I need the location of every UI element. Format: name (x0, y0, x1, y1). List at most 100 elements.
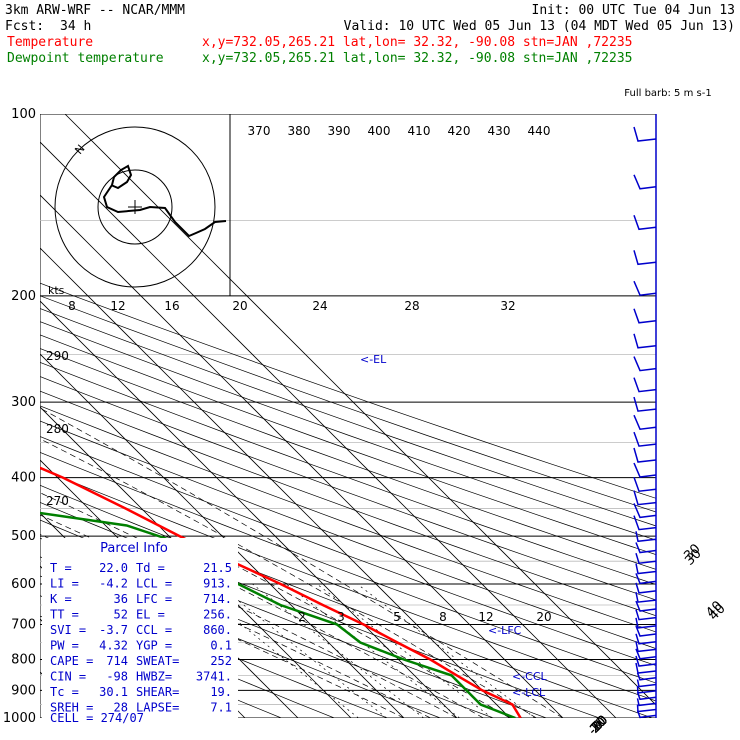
parcel-info-k1-7: CIN = (50, 670, 86, 684)
wind-barb (633, 414, 657, 431)
pressure-tick-label: 1000 (3, 711, 36, 726)
theta-label: 430 (488, 124, 511, 138)
hodo-ring-outer (54, 126, 216, 288)
dry-adiabat (40, 575, 388, 718)
theta-label: 390 (328, 124, 351, 138)
wind-barb (633, 356, 657, 372)
parcel-info-k2-1: LCL = (136, 577, 172, 591)
wind-barb (635, 609, 657, 621)
dry-adiabat (40, 376, 656, 601)
wind-barb (635, 633, 657, 645)
dry-adiabat (40, 308, 656, 527)
parcel-info-k1-8: Tc = (50, 685, 79, 699)
pressure-tick-label: 500 (11, 529, 36, 544)
hodo-speed-label: 12 (110, 299, 125, 313)
moist-adiabat (40, 534, 431, 718)
parcel-info-k1-5: PW = (50, 639, 79, 653)
wind-barb (633, 515, 657, 531)
dry-adiabat (40, 436, 656, 666)
parcel-info-title: Parcel Info (100, 541, 168, 556)
parcel-info-k1-0: T = (50, 561, 72, 575)
field-temperature-name: Temperature (7, 35, 93, 50)
parcel-info-k1-9: SREH = (50, 701, 93, 715)
hodo-center-mark (128, 200, 142, 214)
parcel-info-v2-4: 860. (203, 623, 232, 637)
mixing-ratio-line (356, 583, 536, 718)
parcel-info-v2-8: 19. (210, 685, 232, 699)
wind-barb (635, 552, 657, 565)
parcel-info-k2-8: SHEAR= (136, 685, 179, 699)
field-dewpoint-name: Dewpoint temperature (7, 51, 164, 66)
wind-barb (635, 591, 657, 603)
hodo-direction-label: 280 (46, 422, 69, 436)
barb-legend-text: Full barb: 5 m s-1 (624, 88, 711, 99)
hodo-speed-label: 28 (404, 299, 419, 313)
parcel-info-v2-0: 21.5 (203, 561, 232, 575)
isotherm-line (40, 406, 352, 718)
mixing-ratio-label: 2 (298, 610, 306, 624)
wind-barb (633, 396, 657, 412)
parcel-info-v2-7: 3741. (196, 670, 232, 684)
parcel-info-k1-1: LI = (50, 577, 79, 591)
fcst-value: 34 h (60, 19, 91, 34)
mixing-ratio-line (286, 583, 460, 718)
wind-barb (633, 333, 657, 349)
wind-barb (635, 542, 657, 554)
theta-label: 420 (448, 124, 471, 138)
parcel-info-box: Parcel Info T = 22.0 Td = 21.5 LI = -4.2 LCL =… (42, 538, 238, 725)
mixing-ratio-label: 5 (393, 610, 401, 624)
parcel-info-v1-7: -98 (106, 670, 128, 684)
parcel-info-v1-5: 4.32 (99, 639, 128, 653)
wind-barb (633, 447, 657, 463)
wind-barb (636, 692, 657, 701)
parcel-info-v1-3: 52 (114, 608, 128, 622)
parcel-info-k2-9: LAPSE= (136, 701, 179, 715)
wind-barb (635, 531, 657, 543)
pressure-tick-label: 800 (11, 652, 36, 667)
dry-adiabat (40, 282, 656, 499)
hodo-direction-label: 290 (46, 349, 69, 363)
dry-adiabat (40, 420, 656, 649)
pressure-tick-label: 300 (11, 395, 36, 410)
parcel-info-v1-4: -3.7 (99, 623, 128, 637)
barb-legend: Full barb: 5 m s-1 (624, 88, 711, 99)
moist-adiabat (40, 466, 511, 718)
parcel-info-cell: CELL = 274/07 (50, 711, 144, 725)
theta-label: 380 (288, 124, 311, 138)
hodo-speed-label: 8 (68, 299, 76, 313)
isotherm-line (40, 141, 617, 718)
hodo-trace (102, 164, 227, 238)
dry-adiabat (40, 348, 656, 570)
pressure-tick-label: 900 (11, 683, 36, 698)
wind-barb (635, 648, 657, 660)
dry-adiabat (40, 321, 656, 541)
parcel-marker: <-LCL (512, 686, 546, 699)
parcel-info-v2-9: 7.1 (210, 701, 232, 715)
hodo-speed-label: 24 (312, 299, 327, 313)
wind-barb (633, 490, 657, 506)
pressure-tick-label: 400 (11, 471, 36, 486)
hodo-direction-label: 270 (46, 494, 69, 508)
parcel-info-k2-3: EL = (136, 608, 165, 622)
mixing-ratio-label: 3 (337, 610, 345, 624)
init-time: Init: 00 UTC Tue 04 Jun 13 (532, 3, 736, 18)
isotherm-line (40, 353, 405, 718)
wind-barb (633, 503, 657, 519)
wind-barb (633, 250, 657, 266)
isotherm-line (40, 247, 511, 718)
wind-barb (633, 215, 657, 231)
parcel-info-v2-6: 252 (210, 654, 232, 668)
wind-barb (635, 573, 657, 585)
wind-barb (633, 476, 657, 493)
wind-barbs (633, 114, 657, 719)
pressure-tick-label: 600 (11, 577, 36, 592)
valid-time: Valid: 10 UTC Wed 05 Jun 13 (04 MDT Wed … (344, 19, 735, 34)
parcel-marker: <-EL (360, 353, 387, 366)
parcel-info-k1-3: TT = (50, 608, 79, 622)
dry-adiabat (40, 361, 656, 585)
wind-barb (633, 462, 657, 478)
moist-adiabat (40, 438, 537, 718)
field-dewpoint-info: x,y=732.05,265.21 lat,lon= 32.32, -90.08… (202, 51, 632, 66)
mixing-ratio-label: 8 (439, 610, 447, 624)
